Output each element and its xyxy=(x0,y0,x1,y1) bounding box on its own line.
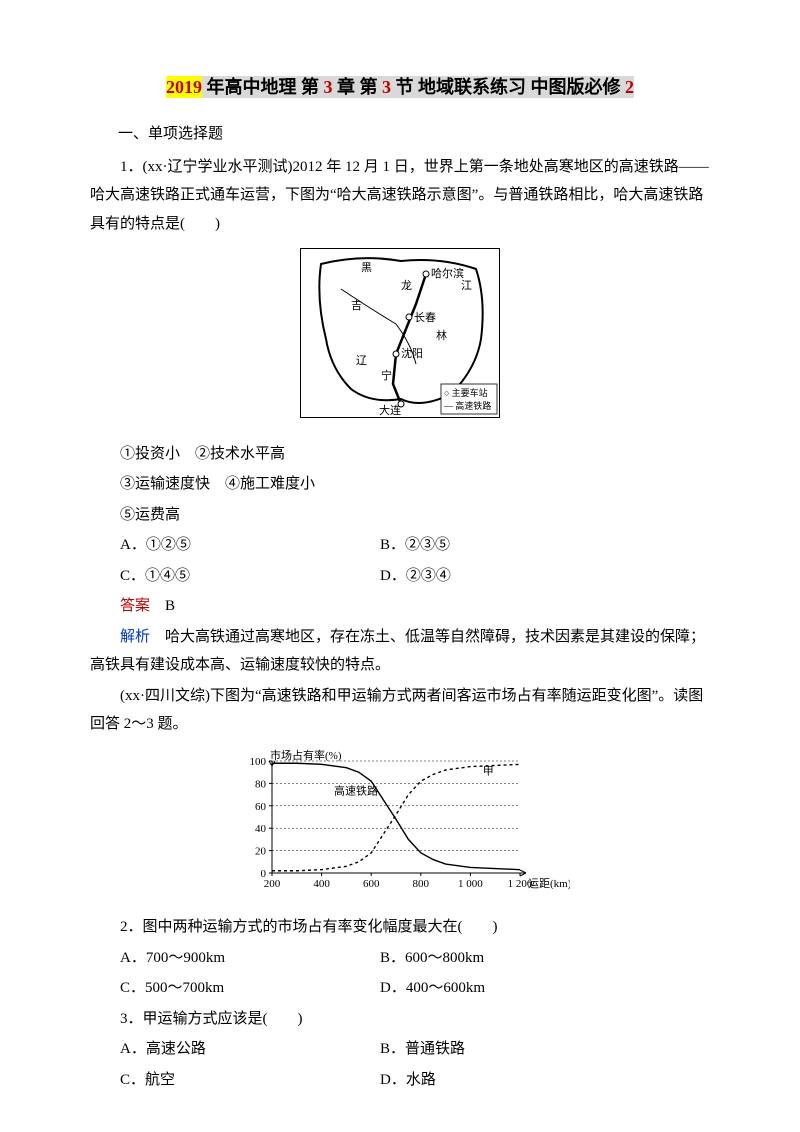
label-jiang: 江 xyxy=(461,279,472,292)
label-dalian: 大连 xyxy=(379,403,401,417)
svg-text:800: 800 xyxy=(413,878,430,890)
q3-opt-row1: A．高速公路 B．普通铁路 xyxy=(120,1035,710,1064)
q2-opt-c: C．500～700km xyxy=(120,974,380,1003)
q1-opt-a: A．①②⑤ xyxy=(120,531,380,560)
svg-text:甲: 甲 xyxy=(483,765,494,777)
q2-opt-row2: C．500～700km D．400～600km xyxy=(120,974,710,1003)
q1-line3: ⑤运费高 xyxy=(120,501,710,530)
label-ji: 吉 xyxy=(351,299,362,312)
svg-text:200: 200 xyxy=(264,878,281,890)
q2-stem: 2．图中两种运输方式的市场占有率变化幅度最大在( ) xyxy=(90,913,710,942)
q1-line2: ③运输速度快 ④施工难度小 xyxy=(120,470,710,499)
title-seg-c: 节 地域联系练习 中图版必修 xyxy=(391,76,625,98)
q1-opt-d: D．②③④ xyxy=(380,562,451,591)
map-box: 黑 龙 江 吉 林 辽 宁 哈尔滨 长春 沈阳 大连 ○ 主要车站 — 高速铁路 xyxy=(300,248,500,418)
stem-2-3: (xx·四川文综)下图为“高速铁路和甲运输方式两者间客运市场占有率随运距变化图”… xyxy=(90,682,710,739)
svg-text:运距(km): 运距(km) xyxy=(528,877,570,890)
svg-text:1 000: 1 000 xyxy=(458,878,483,890)
svg-text:40: 40 xyxy=(255,823,267,835)
label-ning: 宁 xyxy=(381,368,392,382)
q3-opt-row2: C．航空 D．水路 xyxy=(120,1066,710,1095)
q3-opt-c: C．航空 xyxy=(120,1066,380,1095)
svg-text:600: 600 xyxy=(363,878,380,890)
svg-text:100: 100 xyxy=(250,756,267,768)
label-long: 龙 xyxy=(401,279,412,292)
q3-opt-a: A．高速公路 xyxy=(120,1035,380,1064)
label-hei: 黑 xyxy=(361,261,372,274)
q2-opt-b: B．600～800km xyxy=(380,944,484,973)
title-seg-b: 章 第 xyxy=(333,76,383,98)
explain-label: 解析 xyxy=(120,629,150,645)
chart-svg: 0204060801002004006008001 0001 200市场占有率(… xyxy=(230,747,570,897)
svg-text:高速铁路: 高速铁路 xyxy=(334,783,378,797)
q1-opt-c: C．①④⑤ xyxy=(120,562,380,591)
q2-opt-row1: A．700～900km B．600～800km xyxy=(120,944,710,973)
svg-text:400: 400 xyxy=(313,878,330,890)
q3-stem: 3．甲运输方式应该是( ) xyxy=(90,1005,710,1034)
answer-value: B xyxy=(165,598,175,614)
q3-opt-d: D．水路 xyxy=(380,1066,436,1095)
map-svg: 黑 龙 江 吉 林 辽 宁 哈尔滨 长春 沈阳 大连 ○ 主要车站 — 高速铁路 xyxy=(301,249,501,419)
label-haerbin: 哈尔滨 xyxy=(431,266,464,280)
legend-station: ○ 主要车站 xyxy=(444,387,488,398)
label-shenyang: 沈阳 xyxy=(401,346,423,360)
q1-opt-row2: C．①④⑤ D．②③④ xyxy=(120,562,710,591)
svg-text:80: 80 xyxy=(255,778,267,790)
label-lin: 林 xyxy=(436,328,447,342)
legend-rail: — 高速铁路 xyxy=(443,400,491,411)
q3-opt-b: B．普通铁路 xyxy=(380,1035,465,1064)
explain-text: 哈大高铁通过高寒地区，存在冻土、低温等自然障碍，技术因素是其建设的保障；高铁具有… xyxy=(90,629,705,674)
q1-answer: 答案 B xyxy=(90,592,710,621)
label-changchun: 长春 xyxy=(414,311,436,324)
section-heading: 一、单项选择题 xyxy=(118,120,710,149)
title-num-c: 2 xyxy=(625,76,634,98)
q1-opt-b: B．②③⑤ xyxy=(380,531,450,560)
svg-text:20: 20 xyxy=(255,845,267,857)
answer-label: 答案 xyxy=(120,598,150,614)
q1-explain: 解析 哈大高铁通过高寒地区，存在冻土、低温等自然障碍，技术因素是其建设的保障；高… xyxy=(90,623,710,680)
q1-opt-row1: A．①②⑤ B．②③⑤ xyxy=(120,531,710,560)
q1-stem: 1．(xx·辽宁学业水平测试)2012 年 12 月 1 日，世界上第一条地处高… xyxy=(90,153,710,239)
title-num-b: 3 xyxy=(382,76,391,98)
q1-map-figure: 黑 龙 江 吉 林 辽 宁 哈尔滨 长春 沈阳 大连 ○ 主要车站 — 高速铁路 xyxy=(90,248,710,430)
q1-line1: ①投资小 ②技术水平高 xyxy=(120,440,710,469)
title-num-a: 3 xyxy=(324,76,333,98)
doc-title: 2019 年高中地理 第 3 章 第 3 节 地域联系练习 中图版必修 2 xyxy=(90,70,710,104)
q2-opt-a: A．700～900km xyxy=(120,944,380,973)
svg-text:60: 60 xyxy=(255,800,267,812)
market-share-chart: 0204060801002004006008001 0001 200市场占有率(… xyxy=(90,747,710,908)
label-liao: 辽 xyxy=(356,354,367,367)
q2-opt-d: D．400～600km xyxy=(380,974,485,1003)
title-year: 2019 xyxy=(166,76,202,98)
svg-text:市场占有率(%): 市场占有率(%) xyxy=(270,748,342,762)
title-seg-a: 年高中地理 第 xyxy=(202,76,324,98)
